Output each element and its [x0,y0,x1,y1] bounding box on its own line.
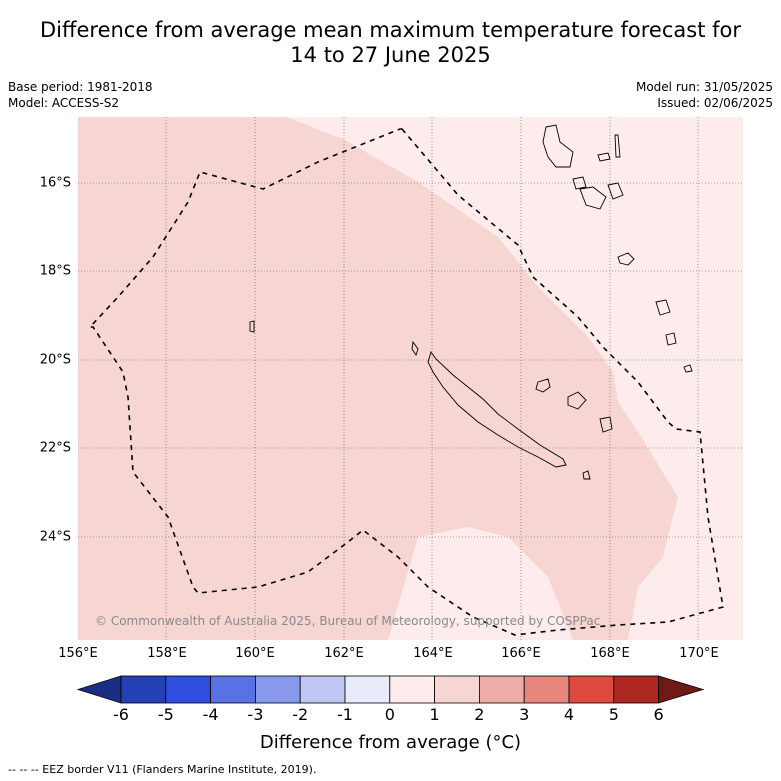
issued-text: Issued: 02/06/2025 [657,96,773,110]
ouvea-island [535,378,551,393]
colorbar-tick-label: 4 [563,705,575,724]
tanna-island [665,332,677,346]
lifou-island [567,391,587,410]
colorbar-cell [120,675,167,704]
isle-of-pines [582,470,591,480]
title-line-1: Difference from average mean maximum tem… [40,18,741,42]
new-caledonia-mainland [427,350,567,468]
title-line-2: 14 to 27 June 2025 [290,43,491,67]
lon-label-166e: 166°E [501,646,541,661]
mare-island [599,416,613,433]
coastlines [249,124,693,480]
belep-islands [411,340,419,357]
ambae-island [597,152,611,162]
colorbar-cell [254,675,301,704]
colorbar-cell [523,675,570,704]
espiritu-santo [542,124,574,168]
lat-label-20s: 20°S [39,352,71,368]
lon-label-164e: 164°E [413,646,453,661]
lat-label-24s: 24°S [39,529,71,545]
colorbar-label: Difference from average (°C) [259,732,522,753]
colorbar-cell [568,675,615,704]
colorbar-tick-label: -5 [157,705,174,724]
colorbar-cells [76,675,705,704]
lon-label-158e: 158°E [147,646,187,661]
lat-label-22s: 22°S [39,440,71,456]
colorbar-tick-label: -3 [247,705,264,724]
erromango-island [655,299,671,316]
aneityum-island [683,364,693,373]
model-text: Model: ACCESS-S2 [8,96,120,110]
colorbar-cell [389,675,435,704]
lon-label-160e: 160°E [235,646,275,661]
efate-island [617,252,635,266]
eez-footnote: -- -- -- EEZ border V11 (Flanders Marine… [8,763,317,776]
base-period-text: Base period: 1981-2018 [8,80,153,94]
colorbar-tick-label: 1 [429,705,440,724]
colorbar-tick-label: -2 [292,705,309,724]
metadata-right: Model run: 31/05/2025 Issued: 02/06/2025 [636,79,773,111]
colorbar-tick-label: 5 [608,705,619,724]
colorbar-cell [613,675,659,704]
colorbar-tick-label: 6 [653,705,664,724]
colorbar-cell [210,675,256,704]
malakula-island [572,176,587,190]
colorbar-cell [165,675,212,704]
epi-area-island [579,186,607,210]
colorbar-extend-high [658,675,705,704]
colorbar-cell [299,675,346,704]
colorbar-cell [434,675,480,704]
lat-label-18s: 18°S [39,263,71,279]
model-run-text: Model run: 31/05/2025 [635,80,773,94]
lon-label-168e: 168°E [590,646,630,661]
graticule [78,117,743,640]
colorbar-tick-label: 2 [474,705,485,724]
chesterfield-islands [249,320,255,333]
colorbar-tick-label: 0 [384,705,395,724]
colorbar-cell [344,675,391,704]
colorbar-extend-low [76,675,122,704]
maewo-island [614,134,621,158]
eez-border [88,128,724,636]
colorbar-tick-label: -6 [113,705,129,724]
lon-label-170e: 170°E [679,646,719,661]
map-svg [78,117,743,640]
colorbar-tick-label: 3 [519,705,530,724]
metadata-left: Base period: 1981-2018 Model: ACCESS-S2 [8,79,153,111]
map-panel[interactable]: © Commonwealth of Australia 2025, Bureau… [78,117,743,640]
lat-label-16s: 16°S [39,175,71,191]
copyright-credit: © Commonwealth of Australia 2025, Bureau… [95,614,601,628]
anomaly-band-1-2 [78,117,678,640]
lon-label-156e: 156°E [58,646,98,661]
colorbar-cell [478,675,525,704]
lon-label-162e: 162°E [324,646,364,661]
pentecost-island [607,182,624,200]
colorbar-tick-label: -1 [337,705,353,724]
colorbar-tick-label: -4 [202,705,219,724]
map-title: Difference from average mean maximum tem… [0,18,781,68]
